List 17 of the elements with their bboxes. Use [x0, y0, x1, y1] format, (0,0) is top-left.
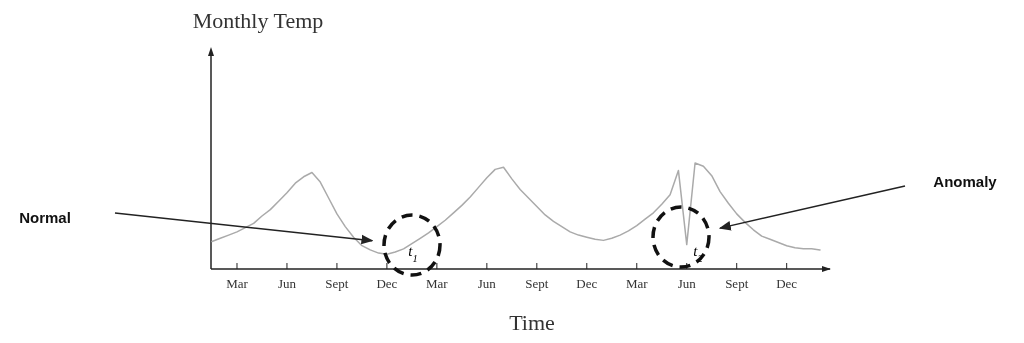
x-tick-label: Sept — [525, 276, 549, 291]
x-tick-label: Sept — [325, 276, 349, 291]
x-tick-label: Sept — [725, 276, 749, 291]
chart-title: Monthly Temp — [192, 8, 324, 33]
x-axis-title: Time — [509, 310, 555, 335]
x-tick-label: Dec — [776, 276, 798, 291]
x-tick-label: Jun — [477, 276, 497, 291]
x-tick-label: Mar — [226, 276, 249, 291]
x-tick-label: Jun — [677, 276, 697, 291]
x-tick-label: Dec — [576, 276, 598, 291]
annotation: t$_{1}$ — [408, 243, 418, 264]
x-tick-label: Dec — [376, 276, 398, 291]
x-tick-label: Mar — [426, 276, 449, 291]
text: Anomaly — [933, 173, 998, 190]
text: Normal — [19, 209, 71, 226]
x-tick-label: Mar — [625, 276, 649, 291]
x-tick-label: Jun — [277, 276, 297, 291]
